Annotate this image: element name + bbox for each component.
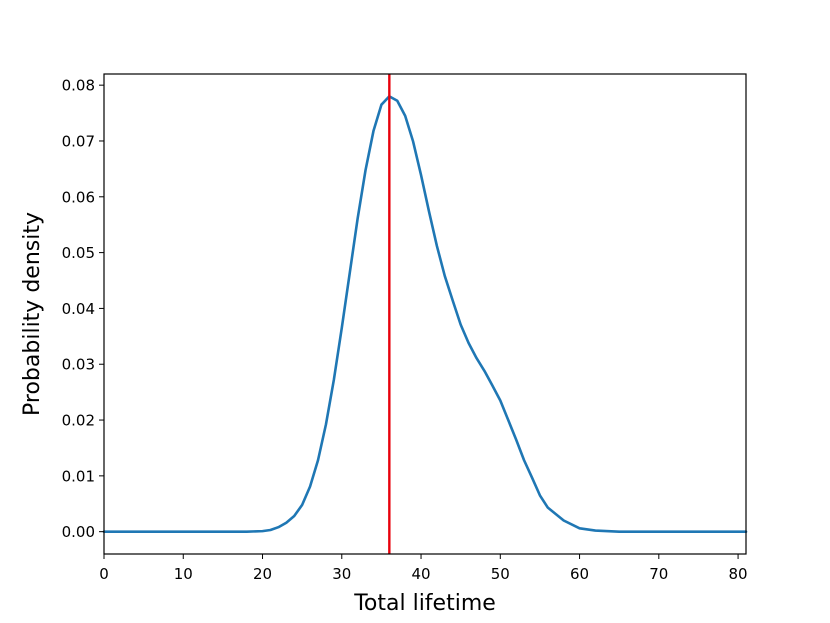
y-tick-label: 0.04 [62, 300, 95, 318]
x-tick-label: 20 [253, 565, 272, 583]
y-axis-title: Probability density [20, 212, 45, 416]
x-axis: 0 10 20 30 40 50 60 70 80 [99, 554, 748, 583]
y-tick-label: 0.01 [62, 467, 95, 485]
x-tick-label: 10 [174, 565, 193, 583]
x-tick-label: 30 [332, 565, 351, 583]
y-tick-label: 0.05 [62, 244, 95, 262]
x-tick-label: 60 [570, 565, 589, 583]
y-tick-label: 0.06 [62, 188, 95, 206]
y-axis: 0.00 0.01 0.02 0.03 0.04 0.05 0.06 0.07 0.08 [62, 77, 104, 541]
x-tick-label: 50 [491, 565, 510, 583]
y-tick-label: 0.03 [62, 356, 95, 374]
plot-area [102, 74, 748, 554]
x-tick-label: 0 [99, 565, 109, 583]
y-tick-label: 0.02 [62, 412, 95, 430]
x-tick-label: 40 [411, 565, 430, 583]
y-tick-label: 0.07 [62, 132, 95, 150]
density-curve-line [102, 95, 748, 533]
x-axis-title: Total lifetime [353, 591, 496, 616]
y-tick-label: 0.00 [62, 523, 95, 541]
x-tick-label: 80 [729, 565, 748, 583]
plot-frame [103, 73, 747, 555]
x-tick-label: 70 [649, 565, 668, 583]
y-tick-label: 0.08 [62, 77, 95, 95]
